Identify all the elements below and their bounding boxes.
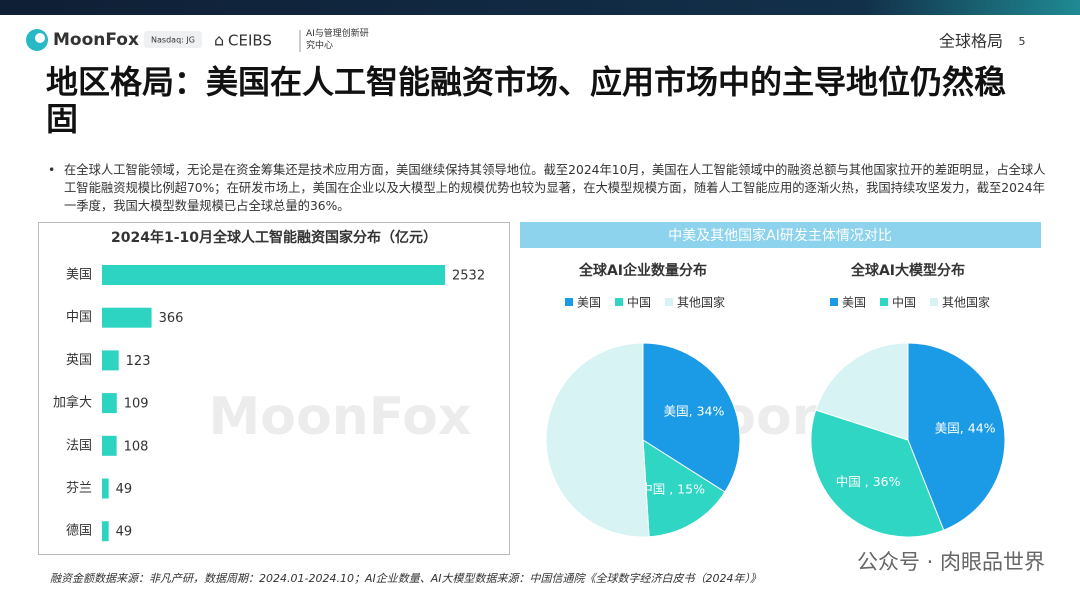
value-label: 108 <box>124 439 149 454</box>
watermark: MoonFox <box>209 387 472 447</box>
legend-swatch <box>930 298 939 306</box>
pie-slice <box>907 342 1006 531</box>
legend-swatch <box>615 298 624 306</box>
category-label: 中国 <box>66 310 92 325</box>
pie-slice <box>545 342 650 538</box>
chart-title: 全球AI大模型分布 <box>850 262 965 279</box>
pie-slice <box>642 342 741 493</box>
pie-slice <box>642 439 726 538</box>
exchange: Nasdaq: JG <box>151 36 195 45</box>
chart-title: 全球AI企业数量分布 <box>578 262 707 279</box>
value-label: 2532 <box>452 269 485 284</box>
legend-label: 美国 <box>577 296 601 310</box>
legend-label: 美国 <box>842 296 866 310</box>
legend-label: 其他国家 <box>677 295 725 310</box>
exchange-badge <box>144 31 202 48</box>
category-label: 英国 <box>66 353 92 368</box>
legend-swatch <box>830 298 838 306</box>
legend-swatch <box>665 298 674 306</box>
title-box: 地区格局：美国在人工智能融资市场、应用市场中的主导地位仍然稳固 <box>46 64 1006 138</box>
slice-label: 美国, 44% <box>935 421 996 436</box>
legend-swatch <box>880 298 889 306</box>
slice-label: 中国 , 36% <box>836 474 901 489</box>
bar <box>102 478 109 499</box>
legend-label: 其他国家 <box>942 295 990 310</box>
partner-unit: AI与管理创新研究中心 <box>306 29 369 51</box>
slice-label: 中国 , 15% <box>640 482 705 497</box>
source: 融资金额数据来源：非凡产研，数据周期：2024.01-2024.10；AI企业数… <box>50 572 761 585</box>
bar-frame <box>38 222 510 555</box>
category-label: 芬兰 <box>66 481 92 496</box>
page-number: 5 <box>1019 35 1026 48</box>
slice-label: 美国, 34% <box>664 403 725 418</box>
wechat: 公众号 · 肉眼品世界 <box>857 550 1045 574</box>
bar <box>102 307 152 328</box>
value-label: 366 <box>159 311 184 326</box>
legend-label: 中国 <box>627 295 651 310</box>
bar <box>102 350 119 371</box>
bar <box>102 521 109 542</box>
title: 地区格局：美国在人工智能融资市场、应用市场中的主导地位仍然稳固 <box>46 64 1006 138</box>
logo-icon-inner <box>35 33 45 43</box>
category-label: 法国 <box>66 438 92 453</box>
brand: MoonFox <box>53 30 139 50</box>
value-label: 49 <box>116 482 133 497</box>
top-bar <box>0 0 1080 15</box>
category-label: 美国 <box>66 268 92 283</box>
category-label: 德国 <box>66 524 92 539</box>
pie-slice <box>815 342 909 441</box>
partner: CEIBS <box>228 32 272 50</box>
value-label: 123 <box>126 354 151 369</box>
legend-swatch <box>565 298 573 306</box>
bar <box>102 265 445 285</box>
category-label: 加拿大 <box>53 395 92 411</box>
bullet: 在全球人工智能领域，无论是在资金筹集还是技术应用方面，美国继续保持其领导地位。截… <box>48 161 1054 215</box>
pie-slice <box>810 409 945 538</box>
partner-mark: ⌂ <box>214 31 224 50</box>
partner-unit-box: AI与管理创新研究中心 <box>306 29 369 51</box>
panel-title: 中美及其他国家AI研发主体情况对比 <box>668 227 892 244</box>
legend-label: 中国 <box>892 295 916 310</box>
value-label: 49 <box>116 525 133 540</box>
chart-title: 2024年1-10月全球人工智能融资国家分布（亿元） <box>111 229 437 246</box>
value-label: 109 <box>124 397 149 412</box>
section: 全球格局 <box>939 32 1003 51</box>
bar <box>102 393 117 414</box>
panel-header <box>520 222 1041 248</box>
bar <box>102 435 117 456</box>
